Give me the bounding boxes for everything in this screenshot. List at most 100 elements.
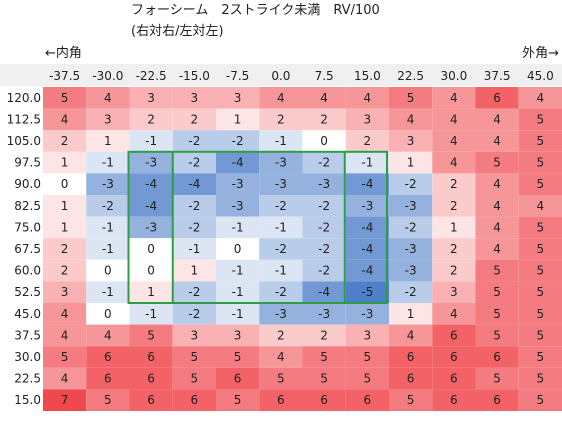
heatmap-cell: [129, 151, 173, 174]
cell-value: 6: [191, 393, 199, 407]
heatmap-cell: [389, 389, 433, 411]
cell-value: -4: [232, 156, 244, 170]
heatmap-cell: [129, 324, 173, 347]
heatmap-cell: [129, 259, 173, 282]
cell-value: 4: [537, 199, 545, 213]
cell-value: 0: [234, 242, 242, 256]
cell-value: 4: [277, 350, 285, 364]
cell-value: -3: [405, 264, 417, 278]
heatmap-cell: [86, 195, 130, 217]
cell-value: 5: [104, 393, 112, 407]
heatmap-cell: [259, 303, 303, 325]
cell-value: -2: [275, 285, 287, 299]
cell-value: 6: [493, 350, 501, 364]
heatmap-cell: [432, 303, 476, 325]
cell-value: 4: [450, 156, 458, 170]
heatmap-cell: [172, 367, 216, 390]
cell-value: 6: [450, 328, 458, 342]
x-tick-label: 7.5: [315, 69, 334, 83]
cell-value: 1: [104, 134, 112, 148]
heatmap-cell: [345, 303, 389, 325]
heatmap-cell: [302, 87, 346, 109]
heatmap-cell: [259, 238, 303, 260]
cell-value: 6: [493, 393, 501, 407]
heatmap-cell: [172, 216, 216, 239]
heatmap-cell: [302, 238, 346, 260]
heatmap-cell: [389, 173, 433, 195]
x-tick-label: 30.0: [441, 69, 468, 83]
cell-value: 4: [493, 199, 501, 213]
cell-value: -1: [102, 220, 114, 234]
heatmap-cell: [259, 367, 303, 390]
heatmap-cell: [475, 216, 519, 239]
heatmap-cell: [389, 303, 433, 325]
cell-value: -3: [361, 199, 373, 213]
cell-value: -2: [188, 285, 200, 299]
cell-value: 4: [450, 307, 458, 321]
cell-value: 4: [493, 112, 501, 126]
heatmap-cell: [129, 195, 173, 217]
heatmap-cell: [345, 281, 389, 303]
heatmap-cell: [259, 130, 303, 152]
cell-value: 6: [277, 393, 285, 407]
cell-value: 2: [450, 177, 458, 191]
heatmap-cell: [216, 324, 260, 347]
heatmap-cell: [345, 173, 389, 195]
cell-value: -2: [188, 307, 200, 321]
y-tick-label: 97.5: [14, 156, 41, 170]
cell-value: -3: [361, 307, 373, 321]
heatmap-cell: [345, 238, 389, 260]
cell-value: 2: [450, 199, 458, 213]
cell-value: 5: [537, 156, 545, 170]
heatmap-cell: [518, 324, 562, 347]
cell-value: 3: [364, 112, 372, 126]
heatmap-cell: [259, 108, 303, 131]
heatmap-cell: [432, 108, 476, 131]
heatmap-cell: [302, 389, 346, 411]
cell-value: 4: [364, 91, 372, 105]
heatmap-cell: [345, 151, 389, 174]
outside-label: 外角→: [522, 46, 559, 61]
cell-value: -2: [318, 264, 330, 278]
x-tick-label: 0.0: [271, 69, 290, 83]
cell-value: 3: [450, 285, 458, 299]
heatmap-cell: [475, 238, 519, 260]
cell-value: 4: [493, 220, 501, 234]
y-tick-label: 22.5: [14, 372, 41, 386]
cell-value: 5: [493, 328, 501, 342]
cell-value: 4: [104, 328, 112, 342]
heatmap-cell: [43, 151, 87, 174]
heatmap-cell: [345, 130, 389, 152]
cell-value: 5: [493, 307, 501, 321]
heatmap-cell: [259, 324, 303, 347]
heatmap-cell: [389, 281, 433, 303]
cell-value: 6: [450, 350, 458, 364]
heatmap-cell: [129, 389, 173, 411]
heatmap-cell: [475, 346, 519, 368]
heatmap-cell: [259, 87, 303, 109]
heatmap-cell: [43, 195, 87, 217]
cell-value: 6: [364, 393, 372, 407]
heatmap-cell: [43, 324, 87, 347]
heatmap-cell: [518, 195, 562, 217]
cell-value: 1: [61, 220, 69, 234]
heatmap-cell: [172, 87, 216, 109]
heatmap-cell: [518, 87, 562, 109]
x-tick-label: -22.5: [136, 69, 167, 83]
cell-value: 1: [407, 307, 415, 321]
cell-value: 0: [320, 134, 328, 148]
cell-value: 2: [320, 112, 328, 126]
heatmap-cell: [432, 367, 476, 390]
heatmap-cell: [43, 238, 87, 260]
heatmap-cell: [216, 195, 260, 217]
heatmap-cell: [172, 195, 216, 217]
heatmap-cell: [216, 389, 260, 411]
cell-value: 2: [191, 112, 199, 126]
heatmap-cell: [302, 367, 346, 390]
cell-value: 4: [277, 91, 285, 105]
heatmap-cell: [475, 281, 519, 303]
heatmap-cell: [389, 259, 433, 282]
cell-value: 5: [537, 112, 545, 126]
heatmap-cell: [345, 324, 389, 347]
cell-value: 5: [537, 307, 545, 321]
